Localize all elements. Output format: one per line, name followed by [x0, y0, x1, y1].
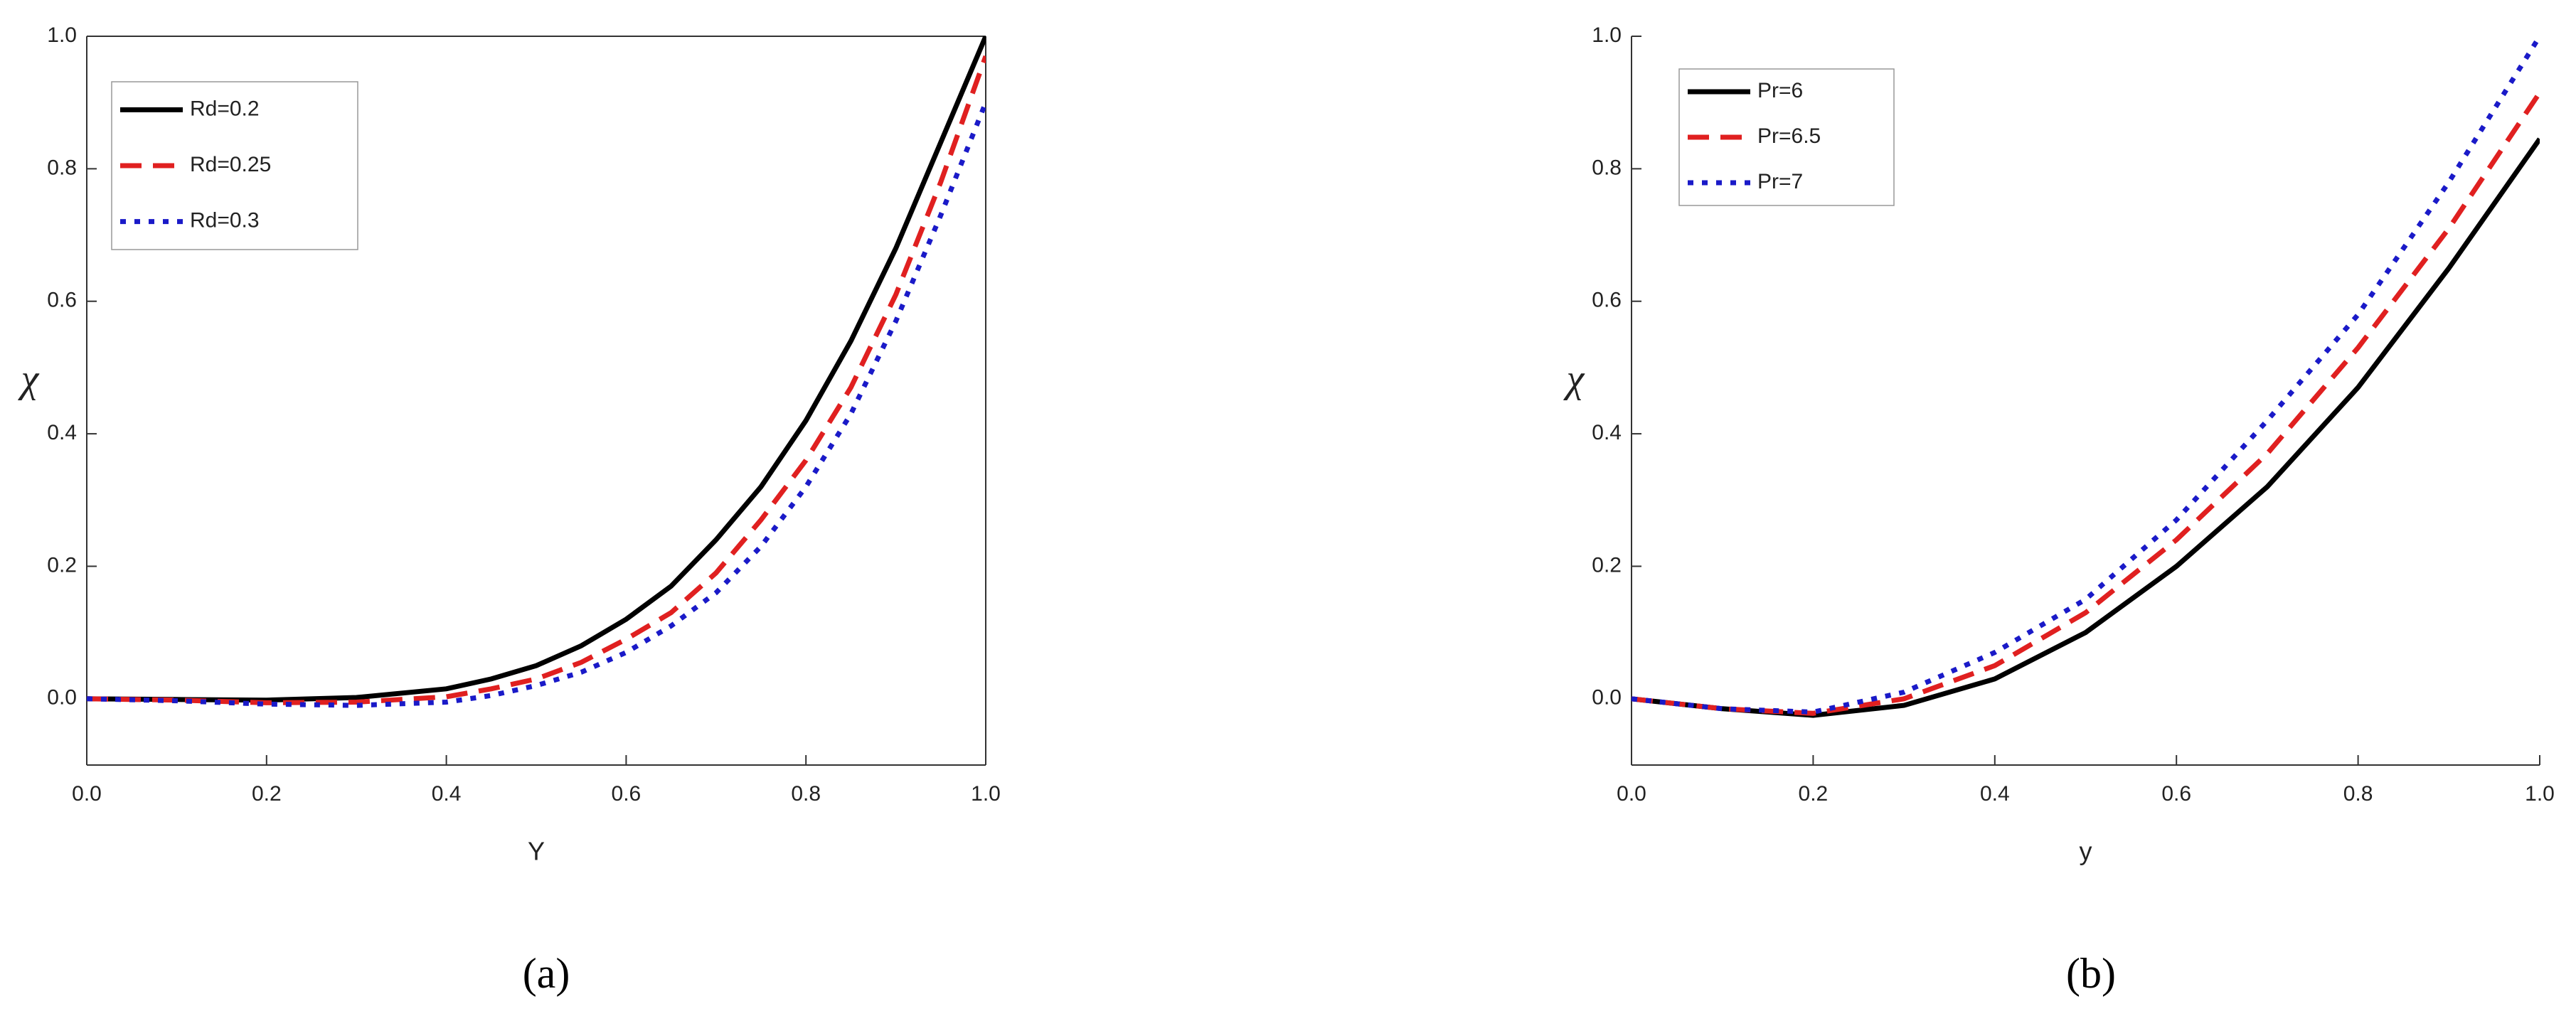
series-line	[1632, 137, 2540, 718]
series-line	[87, 36, 986, 703]
legend-label: Rd=0.3	[190, 209, 260, 232]
y-tick-label: 0.6	[47, 289, 77, 312]
legend-label: Rd=0.25	[190, 153, 271, 176]
x-tick-label: 1.0	[971, 782, 1001, 806]
series-line	[87, 55, 986, 705]
x-tick-label: 0.8	[791, 782, 821, 806]
legend-label: Rd=0.2	[190, 97, 260, 120]
y-tick-label: 0.8	[47, 156, 77, 179]
y-tick-label: 0.4	[1592, 421, 1622, 444]
y-axis-label: χ	[1563, 357, 1585, 401]
y-tick-label: 0.4	[47, 421, 77, 444]
y-axis-label: χ	[18, 357, 40, 401]
x-axis-label: Y	[528, 837, 545, 866]
x-tick-label: 0.0	[1617, 782, 1646, 806]
caption: (a)	[523, 950, 570, 997]
x-tick-label: 0.0	[72, 782, 102, 806]
x-tick-label: 0.6	[2161, 782, 2191, 806]
series-line	[1632, 91, 2540, 716]
x-tick-label: 0.6	[612, 782, 642, 806]
y-tick-label: 1.0	[47, 23, 77, 47]
y-tick-label: 1.0	[1592, 23, 1622, 47]
y-tick-label: 0.8	[1592, 156, 1622, 179]
y-tick-label: 0.2	[47, 553, 77, 577]
x-tick-label: 0.8	[2343, 782, 2373, 806]
y-tick-label: 0.2	[1592, 553, 1622, 577]
series-line	[1632, 36, 2540, 715]
x-axis-label: y	[2080, 837, 2092, 866]
x-tick-label: 0.2	[1799, 782, 1829, 806]
x-tick-label: 0.4	[1980, 782, 2010, 806]
legend-label: Pr=6.5	[1757, 124, 1821, 148]
series-line	[87, 101, 986, 708]
y-tick-label: 0.6	[1592, 289, 1622, 312]
legend-label: Pr=7	[1757, 170, 1803, 193]
legend-label: Pr=6	[1757, 79, 1803, 102]
x-tick-label: 1.0	[2525, 782, 2555, 806]
y-tick-label: 0.0	[47, 686, 77, 710]
caption: (b)	[2066, 950, 2116, 997]
x-tick-label: 0.4	[432, 782, 462, 806]
y-tick-label: 0.0	[1592, 686, 1622, 710]
x-tick-label: 0.2	[252, 782, 282, 806]
